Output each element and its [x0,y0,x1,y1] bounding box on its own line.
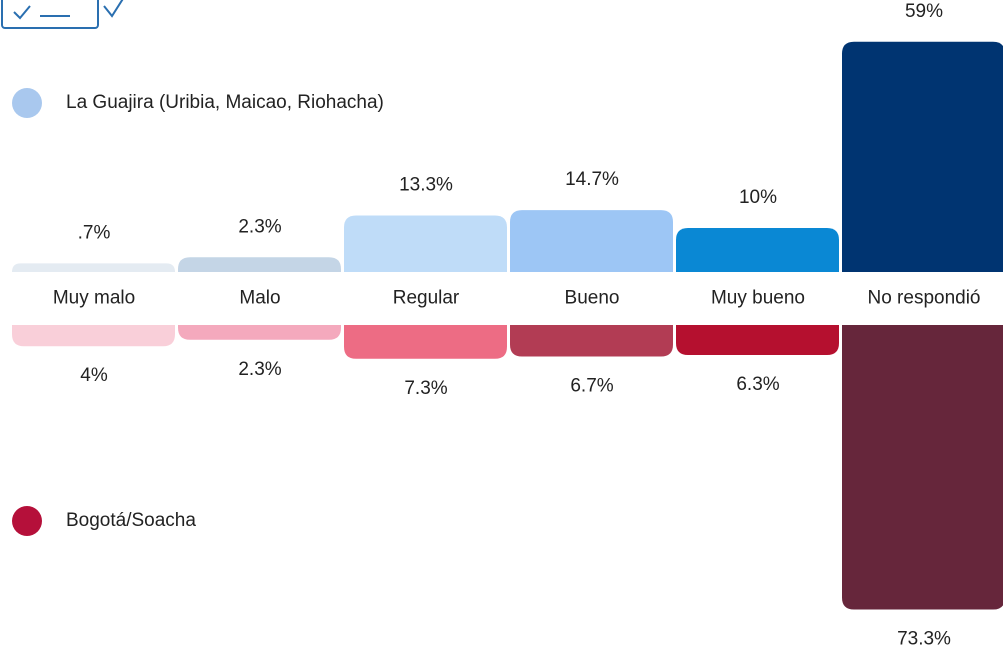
legend-swatch [12,88,42,118]
legend-swatch [12,506,42,536]
value-label: 59% [905,1,943,22]
legend-label: Bogotá/Soacha [66,510,196,531]
value-label: 10% [739,187,777,208]
value-label: 2.3% [238,216,281,237]
bar [676,325,839,355]
bar [344,325,507,359]
value-label: 6.3% [736,374,779,395]
value-label: 2.3% [238,359,281,380]
value-label: .7% [78,222,111,243]
bar [676,228,839,272]
bar [178,325,341,340]
bar [510,325,673,357]
bar [344,215,507,272]
category-label: Malo [239,288,280,309]
value-label: 14.7% [565,169,619,190]
value-label: 7.3% [404,378,447,399]
category-label: Regular [393,288,460,309]
category-label: No respondió [867,288,980,309]
category-label: Muy bueno [711,288,805,309]
value-label: 4% [80,365,108,386]
value-label: 6.7% [570,375,613,396]
category-label: Muy malo [53,288,135,309]
category-label: Bueno [565,288,620,309]
bar [12,263,175,272]
value-label: 13.3% [399,174,453,195]
legend-label: La Guajira (Uribia, Maicao, Riohacha) [66,92,384,113]
icon [1,0,124,29]
bar [12,325,175,347]
bar [510,210,673,272]
bar [178,257,341,272]
bar [842,325,1003,610]
value-label: 73.3% [897,629,951,650]
bar [842,41,1003,272]
